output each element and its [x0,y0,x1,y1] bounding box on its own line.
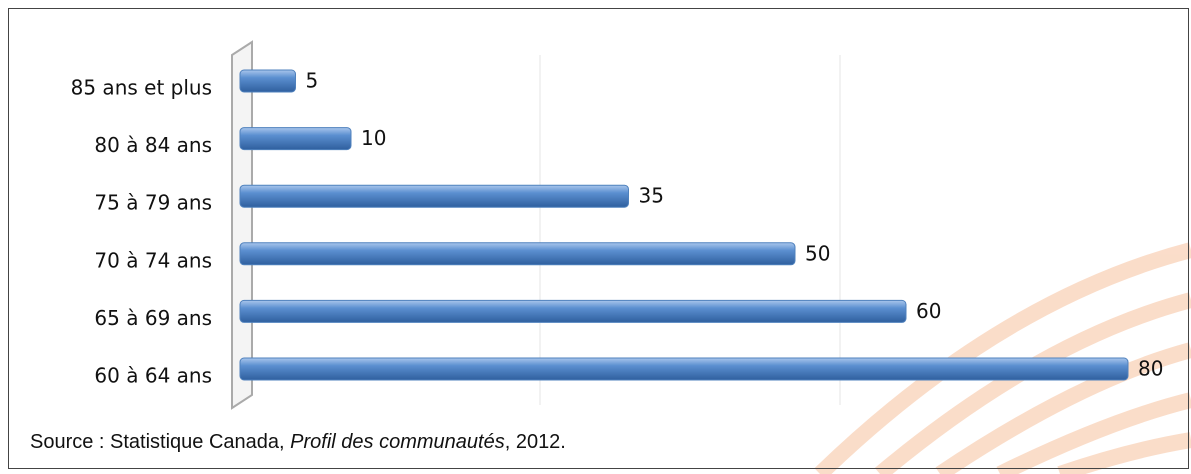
bar [239,242,796,266]
source: Source : Statistique Canada, Profil des … [30,431,566,453]
bar [239,127,352,151]
axis-wall [231,40,253,410]
y-tick-label: 65 à 69 ans [94,306,212,330]
data-label: 60 [916,299,941,323]
y-tick-label: 80 à 84 ans [94,133,212,157]
y-tick-label: 85 ans et plus [71,76,212,100]
bar [239,69,296,93]
frame [8,8,1189,469]
background-stripes [814,242,1191,474]
data-label: 5 [306,69,319,93]
data-label: 35 [639,184,664,208]
data-label: 80 [1138,357,1163,381]
bar [239,357,1129,381]
bar [239,299,907,323]
source-text: Source : Statistique Canada, [30,431,290,453]
data-label: 10 [361,126,386,150]
y-tick-label: 70 à 74 ans [94,248,212,272]
source-end: , 2012. [505,431,566,453]
source-title: Profil des communautés [290,431,505,453]
data-label: 50 [805,241,830,265]
y-tick-label: 75 à 79 ans [94,191,212,215]
y-tick-label: 60 à 64 ans [94,364,212,388]
bar [239,184,629,208]
